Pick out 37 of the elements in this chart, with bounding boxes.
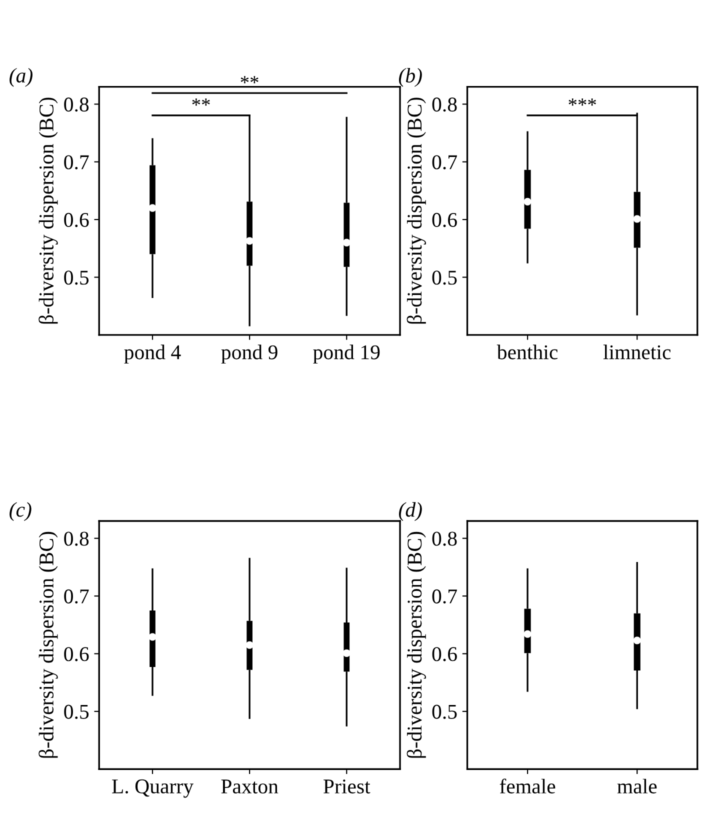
chart-title: (a) bbox=[10, 68, 32, 87]
y-axis-title: β-diversity dispersion (BC) bbox=[38, 532, 58, 758]
x-tick-label: limnetic bbox=[603, 344, 671, 360]
x-tick-label: male bbox=[617, 778, 657, 794]
x-tick-label: Priest bbox=[324, 779, 370, 794]
y-tick-label: 0.5 bbox=[432, 704, 457, 719]
y-axis-title: β-diversity dispersion (BC) bbox=[406, 98, 426, 324]
y-tick-label: 0.7 bbox=[432, 589, 457, 604]
y-tick-label: 0.6 bbox=[432, 647, 457, 662]
x-tick-label: pond 19 bbox=[313, 344, 380, 364]
y-tick-label: 0.5 bbox=[64, 270, 89, 285]
x-tick-label: pond 4 bbox=[124, 344, 181, 364]
y-tick-label: 0.6 bbox=[64, 647, 89, 662]
y-tick-label: 0.8 bbox=[432, 532, 457, 546]
annotation: *** bbox=[568, 98, 596, 106]
y-tick-label: 0.7 bbox=[64, 155, 89, 170]
y-tick-label: 0.8 bbox=[64, 532, 89, 546]
y-tick-label: 0.5 bbox=[432, 270, 457, 285]
y-tick-label: 0.6 bbox=[432, 212, 457, 228]
y-axis-title: β-diversity dispersion (BC) bbox=[38, 98, 58, 324]
chart-title: (b) bbox=[398, 68, 422, 87]
y-tick-label: 0.8 bbox=[64, 98, 89, 112]
x-tick-label: benthic bbox=[496, 344, 558, 360]
y-tick-label: 0.8 bbox=[432, 98, 457, 112]
x-tick-label: pond 9 bbox=[221, 344, 278, 364]
y-tick-label: 0.5 bbox=[64, 704, 89, 719]
chart-title: (c) bbox=[10, 502, 32, 522]
x-tick-label: Paxton bbox=[221, 780, 278, 794]
y-tick-label: 0.6 bbox=[64, 212, 89, 228]
y-tick-label: 0.7 bbox=[64, 589, 89, 604]
annotation: ** bbox=[192, 98, 210, 106]
chart-title: (d) bbox=[398, 502, 422, 522]
y-axis-title: β-diversity dispersion (BC) bbox=[406, 532, 426, 758]
x-tick-label: female bbox=[500, 778, 556, 794]
text: ** bbox=[240, 76, 258, 84]
y-tick-label: 0.7 bbox=[432, 155, 457, 170]
x-tick-label: L. Quarry bbox=[112, 779, 194, 798]
